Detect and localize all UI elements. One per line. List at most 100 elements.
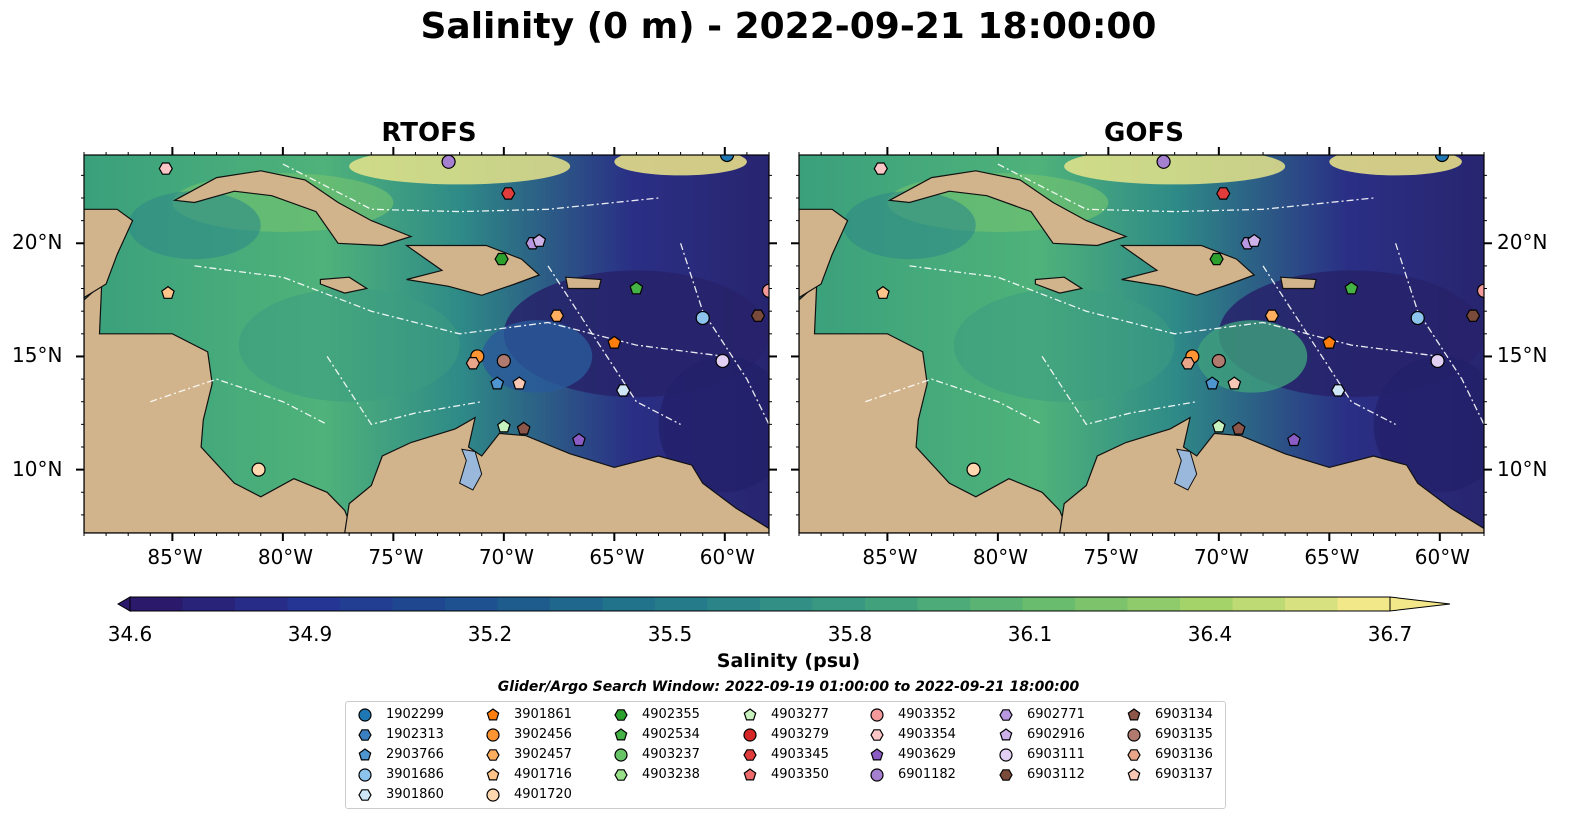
land-south-america xyxy=(344,416,769,533)
eez-boundary xyxy=(679,243,769,425)
circle-marker-icon xyxy=(870,708,884,722)
land-south-america xyxy=(1059,416,1484,533)
legend-label: 6903112 xyxy=(1027,767,1085,782)
eez-boundary xyxy=(909,265,1440,358)
pentagon-marker-icon xyxy=(743,768,757,781)
pentagon-marker-icon xyxy=(1127,768,1141,781)
float-marker-6903112 xyxy=(750,309,766,322)
search-window-text: Glider/Argo Search Window: 2022-09-19 01… xyxy=(497,679,1080,695)
float-marker-3902457 xyxy=(1264,309,1280,322)
eez-boundary xyxy=(1041,356,1197,426)
pentagon-marker-icon xyxy=(486,768,500,781)
float-marker-6901182 xyxy=(1156,155,1171,169)
salinity-anomaly xyxy=(1064,155,1286,185)
colorbar-segment xyxy=(917,597,971,611)
colorbar-segment xyxy=(602,597,656,611)
salinity-anomaly xyxy=(953,288,1175,402)
colorbar-tick-label: 36.7 xyxy=(1367,622,1413,646)
float-marker-4903277 xyxy=(1211,419,1226,433)
float-marker-2903766 xyxy=(490,376,505,390)
colorbar-segment xyxy=(182,597,236,611)
colorbar-segment xyxy=(235,597,288,611)
salinity-anomaly xyxy=(1196,320,1308,393)
float-marker-4902534 xyxy=(1344,281,1359,295)
panel-title-gofs: GOFS xyxy=(1104,118,1184,148)
map-rtofs xyxy=(76,147,777,541)
colorbar-tick-label: 36.1 xyxy=(1007,622,1053,646)
colorbar-segment xyxy=(1232,597,1286,611)
lat-tick-label-left: 10°N xyxy=(12,456,63,481)
legend-label: 1902299 xyxy=(386,707,444,722)
legend-label: 4901716 xyxy=(514,767,572,782)
colorbar-tick-label: 36.4 xyxy=(1187,622,1233,646)
colorbar-segment xyxy=(1337,597,1391,611)
legend-label: 1902313 xyxy=(386,727,444,742)
float-marker-4903629 xyxy=(1287,432,1301,447)
float-marker-4903345 xyxy=(501,187,516,200)
map-gofs xyxy=(791,147,1492,541)
lon-tick-label: 60°W xyxy=(699,545,756,569)
figure-title: Salinity (0 m) - 2022-09-21 18:00:00 xyxy=(420,6,1157,47)
circle-marker-icon xyxy=(743,728,757,742)
legend-label: 6903135 xyxy=(1155,727,1213,742)
float-marker-1902299 xyxy=(719,155,735,163)
colorbar-segment xyxy=(130,597,183,611)
land-jamaica xyxy=(319,276,369,294)
lat-tick-label-right: 20°N xyxy=(1497,230,1548,255)
map-panels xyxy=(76,147,1492,541)
colorbar-tick-label: 35.2 xyxy=(467,622,513,646)
float-marker-6903137 xyxy=(512,376,527,390)
legend-label: 4903350 xyxy=(771,767,829,782)
land-jamaica xyxy=(1034,276,1084,294)
salinity-anomaly xyxy=(1373,356,1484,493)
float-marker-4903354 xyxy=(873,162,888,175)
hexagon-marker-icon xyxy=(614,709,628,721)
legend-label: 4903279 xyxy=(771,727,829,742)
float-legend: 1902299 1902313 2903766 3901686 3901860 39018… xyxy=(345,701,1226,809)
colorbar-segment xyxy=(812,597,866,611)
float-marker-4902534 xyxy=(629,281,644,295)
colorbar-frame xyxy=(129,596,1391,612)
land-cuba xyxy=(887,170,1128,247)
float-marker-3901861 xyxy=(607,335,622,349)
float-marker-6903135 xyxy=(1211,353,1226,369)
legend-label: 6903137 xyxy=(1155,767,1213,782)
float-marker-3901861 xyxy=(1322,335,1337,349)
colorbar-tick-label: 34.6 xyxy=(107,622,153,646)
lake-maracaibo xyxy=(459,448,483,491)
land-yucatan xyxy=(84,208,134,299)
legend-label: 6903111 xyxy=(1027,747,1085,762)
pentagon-marker-icon xyxy=(743,708,757,721)
land-puerto-rico xyxy=(564,276,602,290)
lat-tick-label-right: 10°N xyxy=(1497,456,1548,481)
legend-label: 4901720 xyxy=(514,787,572,802)
colorbar-segment xyxy=(1022,597,1076,611)
salinity-anomaly xyxy=(614,155,747,176)
hexagon-marker-icon xyxy=(999,769,1013,781)
colorbar-segment xyxy=(760,597,813,611)
eez-boundary xyxy=(865,378,1043,425)
float-marker-1902299 xyxy=(1434,155,1450,163)
float-marker-6903112 xyxy=(1465,309,1481,322)
eez-boundary xyxy=(326,356,482,426)
pentagon-marker-icon xyxy=(1127,708,1141,721)
legend-label: 6902771 xyxy=(1027,707,1085,722)
circle-marker-icon xyxy=(358,708,372,722)
colorbar-segment xyxy=(970,597,1023,611)
legend-label: 4902534 xyxy=(642,727,700,742)
float-marker-4903354 xyxy=(158,162,173,175)
lon-tick-label: 65°W xyxy=(1304,545,1360,569)
colorbar-segment xyxy=(1285,597,1338,611)
map-frame xyxy=(798,154,1485,534)
float-marker-6903134 xyxy=(516,421,531,435)
lon-tick-label: 70°W xyxy=(478,545,535,569)
float-marker-6903134 xyxy=(1231,421,1246,435)
float-marker-4903277 xyxy=(496,419,511,433)
legend-label: 4903354 xyxy=(898,727,956,742)
land-yucatan xyxy=(799,208,849,299)
colorbar-segment xyxy=(445,597,498,611)
colorbar-segment xyxy=(287,597,341,611)
lon-tick-label: 75°W xyxy=(1083,545,1139,569)
circle-marker-icon xyxy=(614,748,628,762)
colorbar-segment xyxy=(497,597,551,611)
